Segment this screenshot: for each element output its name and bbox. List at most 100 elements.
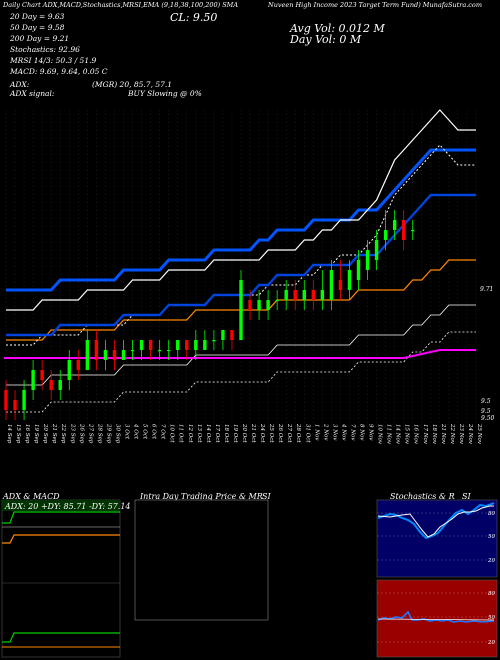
adx-line-label: ADX:	[10, 80, 30, 89]
indicator-line-5: MACD: 9.69, 9.64, 0.05 C	[10, 67, 108, 76]
date-label: 14 Nov	[395, 424, 401, 445]
candle	[112, 350, 117, 360]
stoch-tick-50: 50	[488, 534, 495, 540]
rsi-line	[377, 610, 495, 623]
date-label: 28 Sep	[96, 423, 102, 444]
date-label: 2 Nov	[322, 423, 328, 441]
intraday-panel-frame	[134, 499, 269, 621]
price-label-low1: 9.5	[481, 398, 491, 405]
date-label: 27 Sep	[87, 423, 93, 444]
date-label: 14 Sep	[6, 424, 12, 444]
candle	[76, 360, 81, 370]
date-label: 10 Nov	[377, 424, 383, 445]
date-label: 15 Sep	[15, 424, 21, 444]
candle	[194, 340, 198, 350]
date-label: 31 Oct	[304, 424, 310, 443]
adx-di-orange-line	[2, 534, 120, 544]
date-label: 19 Sep	[33, 424, 39, 444]
candle	[22, 390, 26, 410]
price-label-low2: 9.5	[481, 408, 491, 415]
indicator-line-2: 200 Day = 9.21	[10, 34, 70, 43]
date-label: 8 Nov	[359, 424, 365, 441]
candle	[266, 300, 270, 310]
candle	[148, 340, 153, 350]
stoch-panel-title: Stochastics & R	[390, 492, 455, 501]
indicator-line-3: Stochastics: 92.96	[10, 45, 80, 54]
candle	[221, 330, 225, 340]
stoch-tick-20: 20	[487, 558, 495, 564]
rsi-panel: 80 50 20	[376, 579, 498, 658]
candle	[139, 340, 144, 350]
candle	[248, 300, 252, 310]
date-label: 7 Nov	[349, 424, 355, 441]
date-label: 29 Sep	[105, 423, 111, 444]
candle	[176, 340, 180, 350]
candle	[284, 290, 288, 300]
candle	[31, 370, 35, 390]
price-axis: 9.71 9.5 9.5 9.50	[480, 286, 495, 422]
price-label-low3: 9.50	[481, 415, 495, 422]
date-label: 9 Nov	[368, 424, 374, 441]
ema-blue-line	[6, 148, 476, 292]
candle	[293, 290, 297, 300]
date-label: 21 Nov	[440, 423, 446, 445]
date-label: 26 Oct	[277, 423, 283, 443]
candle	[4, 390, 8, 410]
candle	[13, 400, 17, 410]
date-label: 18 Nov	[431, 424, 437, 445]
date-label: 7 Oct	[160, 424, 166, 440]
candle	[411, 230, 415, 232]
indicator-line-4: MRSI 14/3: 50.3 / 51.9	[10, 56, 97, 65]
close-price-label: CL: 9.50	[170, 11, 218, 24]
date-label: 21 Oct	[250, 423, 256, 443]
date-label: 23 Sep	[69, 423, 75, 444]
date-label: 4 Oct	[133, 423, 139, 440]
adx-line-value: (MGR) 20, 85.7, 57.1	[92, 80, 173, 89]
adx-panel-frame	[1, 499, 121, 658]
date-label: 4 Nov	[340, 423, 346, 441]
price-label-top: 9.71	[480, 286, 493, 293]
candle	[94, 340, 99, 360]
candle	[392, 220, 397, 230]
date-label: 14 Oct	[205, 424, 211, 443]
candle	[121, 350, 126, 360]
date-label: 21 Sep	[51, 423, 57, 444]
support-level-line	[4, 349, 476, 359]
rsi-tick-50: 50	[488, 615, 495, 621]
date-label: 10 Oct	[169, 424, 175, 443]
date-label: 12 Oct	[187, 424, 193, 443]
date-label: 16 Nov	[413, 424, 419, 445]
date-label: 30 Sep	[114, 424, 120, 444]
date-label: 3 Oct	[124, 424, 130, 440]
candle	[130, 350, 135, 352]
candle	[347, 270, 352, 290]
intraday-panel-title: Intra Day Trading Price & MR	[140, 492, 263, 501]
indicator-line-0: 20 Day = 9.63	[10, 12, 65, 21]
macd-line	[2, 632, 120, 643]
ema-white-dotted-lower-line	[6, 331, 476, 413]
adx-macd-panel: ADX: 20 +DY: 85.71 -DY: 57.14	[1, 499, 131, 658]
indicator-line-1: 50 Day = 9.58	[10, 23, 65, 32]
candle	[67, 360, 71, 380]
adx-signal-label: ADX signal:	[10, 89, 55, 98]
rsi-signal-line	[377, 618, 495, 621]
candle	[58, 380, 62, 390]
date-label: 1 Nov	[313, 424, 319, 441]
chart-header-left: Daily Chart ADX,MACD,Stochastics,MRSI,EM…	[3, 1, 239, 9]
candle	[302, 290, 306, 300]
candle	[329, 270, 334, 300]
date-axis: 14 Sep 15 Sep 16 Sep 19 Sep 20 Sep 21 Sep 22 S…	[6, 423, 482, 445]
date-label: 25 Oct	[268, 423, 274, 443]
candle	[338, 280, 343, 290]
adx-di-green-line	[2, 511, 120, 524]
rsi-panel-frame	[376, 579, 498, 658]
date-label: 13 Oct	[196, 424, 202, 443]
stoch-panel-title-suffix: SI	[462, 492, 471, 501]
candle	[40, 370, 44, 380]
candle	[49, 380, 53, 390]
stoch-panel-frame	[376, 499, 498, 578]
candle	[85, 340, 90, 370]
stoch-d-line	[377, 505, 494, 538]
stoch-tick-80: 80	[488, 511, 495, 517]
